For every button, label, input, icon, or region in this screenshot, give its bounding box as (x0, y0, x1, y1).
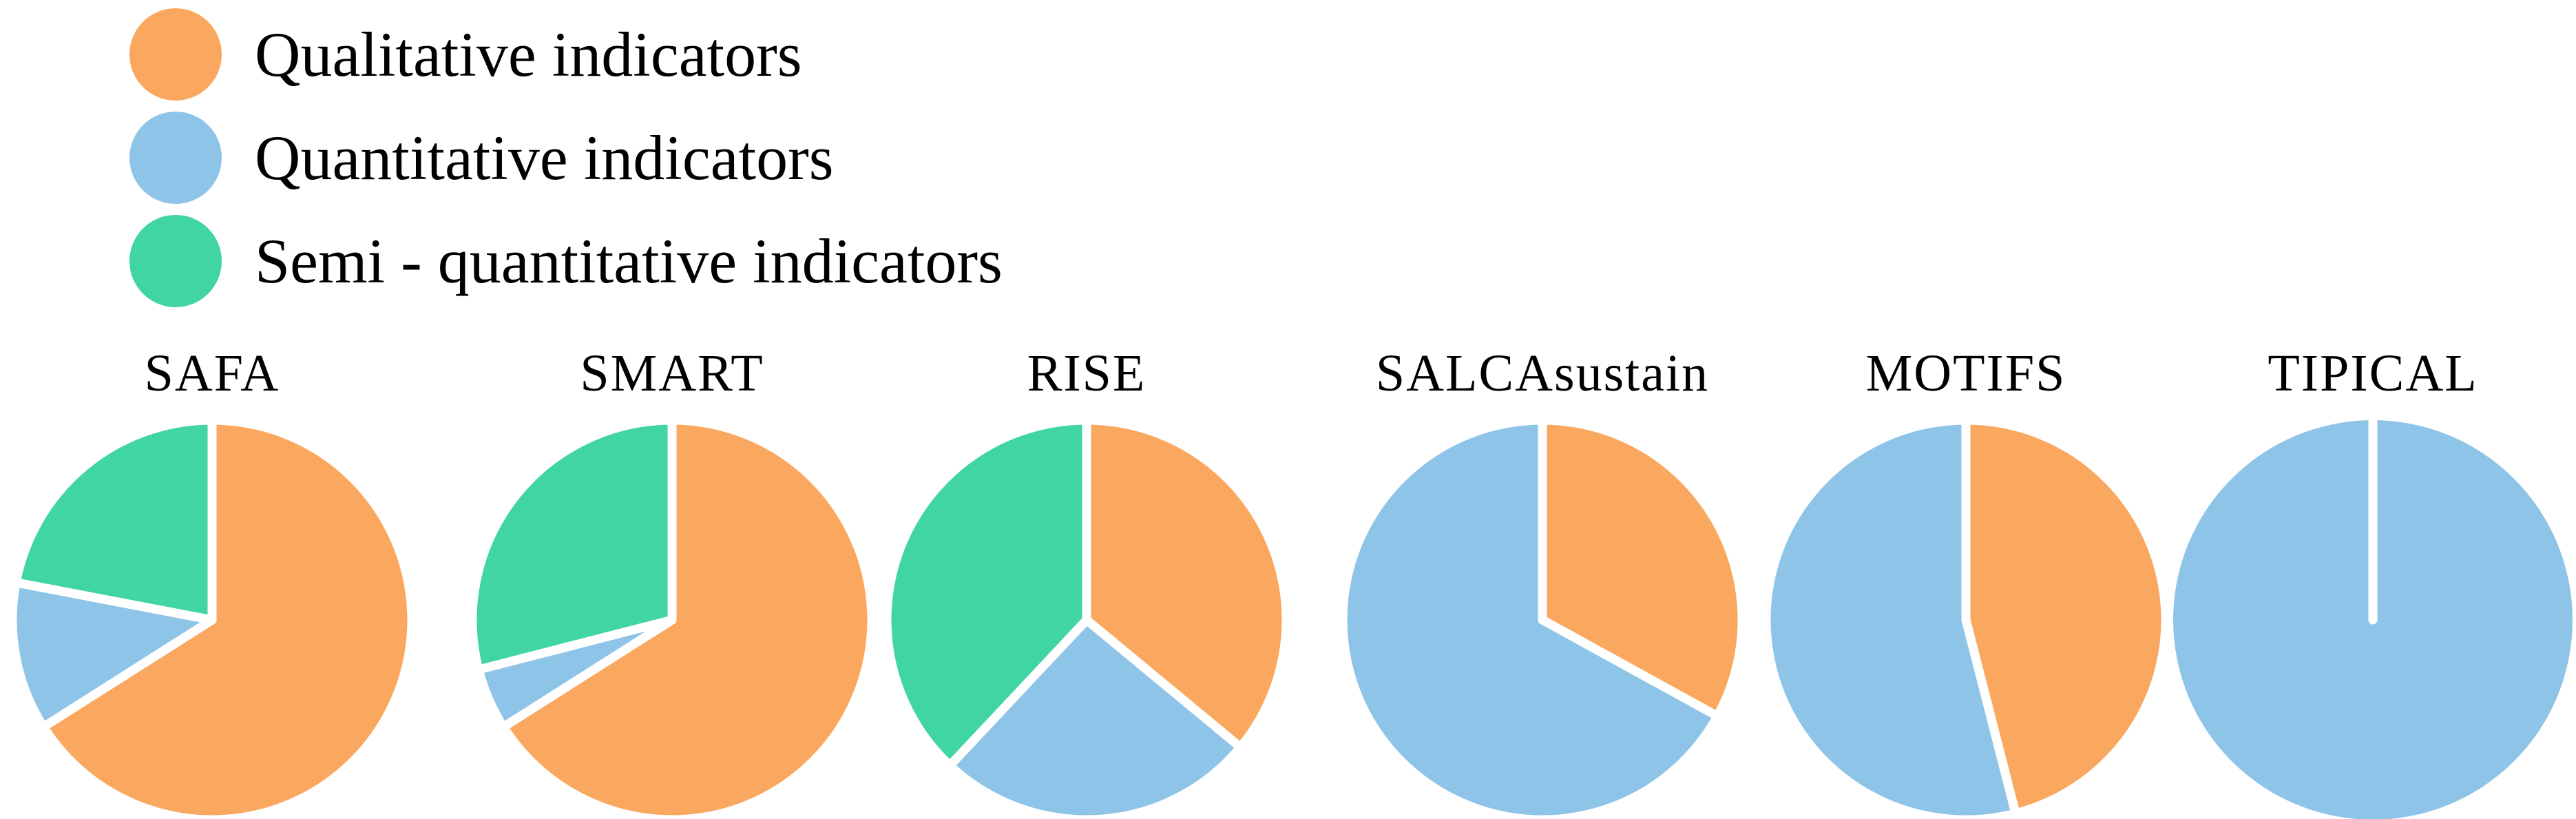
legend-swatch-quantitative-icon (129, 112, 222, 204)
pie-title-smart: SMART (580, 344, 764, 402)
legend-item-semi-quantitative: Semi - quantitative indicators (129, 215, 1003, 307)
legend-item-qualitative: Qualitative indicators (129, 8, 1003, 101)
pie-slice-quantitative (945, 615, 1245, 819)
pie-title-rise: RISE (1027, 344, 1146, 402)
pie-chart-salcasustain: SALCAsustain (1336, 341, 1749, 819)
pie-safa (8, 415, 417, 819)
legend-label-semi-quantitative: Semi - quantitative indicators (255, 226, 1003, 296)
pie-salcasustain (1338, 415, 1747, 819)
pie-slice-semi-quantitative (468, 415, 677, 674)
pie-slice-quantitative (1338, 415, 1722, 819)
pie-title-salcasustain: SALCAsustain (1375, 344, 1710, 402)
pie-chart-motifs: MOTIFS (1759, 341, 2172, 819)
pie-slice-qualitative (39, 415, 417, 819)
pie-slice-semi-quantitative (882, 415, 1091, 770)
legend-swatch-qualitative-icon (129, 8, 222, 101)
pie-chart-tipical: TIPICAL (2166, 341, 2576, 819)
pie-chart-smart: SMART (465, 341, 879, 819)
pie-title-motifs: MOTIFS (1865, 344, 2066, 402)
pie-title-tipical: TIPICAL (2268, 344, 2478, 402)
pie-tipical (2173, 417, 2573, 819)
pie-slice-semi-quantitative (11, 415, 217, 625)
pie-chart-rise: RISE (880, 341, 1293, 819)
pie-slice-quantitative (8, 578, 217, 732)
pie-slice-quantitative (1761, 415, 2020, 819)
pie-rise (882, 415, 1291, 819)
legend-item-quantitative: Quantitative indicators (129, 112, 1003, 204)
pie-smart (468, 415, 877, 819)
pie-title-safa: SAFA (144, 344, 280, 402)
pie-slice-qualitative (499, 415, 877, 819)
pie-slice-qualitative (1538, 415, 1747, 721)
legend: Qualitative indicators Quantitative indi… (129, 8, 1003, 318)
legend-swatch-semi-quantitative-icon (129, 215, 222, 307)
pie-slice-qualitative (1082, 415, 1291, 752)
legend-label-quantitative: Quantitative indicators (255, 123, 834, 193)
pie-chart-safa: SAFA (6, 341, 419, 819)
pie-motifs (1761, 415, 2170, 819)
pie-slice-qualitative (1961, 415, 2170, 818)
legend-label-qualitative: Qualitative indicators (255, 19, 802, 90)
